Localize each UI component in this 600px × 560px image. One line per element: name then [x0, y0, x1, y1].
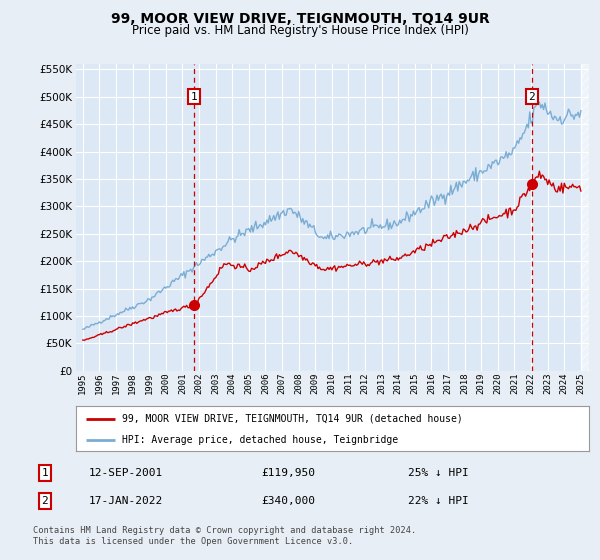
- Text: 99, MOOR VIEW DRIVE, TEIGNMOUTH, TQ14 9UR (detached house): 99, MOOR VIEW DRIVE, TEIGNMOUTH, TQ14 9U…: [122, 413, 463, 423]
- Text: Price paid vs. HM Land Registry's House Price Index (HPI): Price paid vs. HM Land Registry's House …: [131, 24, 469, 36]
- Text: £340,000: £340,000: [261, 496, 315, 506]
- Text: 2: 2: [529, 92, 535, 102]
- Text: 22% ↓ HPI: 22% ↓ HPI: [407, 496, 469, 506]
- Text: 17-JAN-2022: 17-JAN-2022: [89, 496, 163, 506]
- Text: 1: 1: [191, 92, 197, 102]
- Text: 25% ↓ HPI: 25% ↓ HPI: [407, 468, 469, 478]
- Text: 12-SEP-2001: 12-SEP-2001: [89, 468, 163, 478]
- Text: 2: 2: [41, 496, 49, 506]
- Text: 99, MOOR VIEW DRIVE, TEIGNMOUTH, TQ14 9UR: 99, MOOR VIEW DRIVE, TEIGNMOUTH, TQ14 9U…: [110, 12, 490, 26]
- Text: 1: 1: [41, 468, 49, 478]
- Text: HPI: Average price, detached house, Teignbridge: HPI: Average price, detached house, Teig…: [122, 435, 398, 445]
- Text: Contains HM Land Registry data © Crown copyright and database right 2024.
This d: Contains HM Land Registry data © Crown c…: [33, 526, 416, 546]
- Text: £119,950: £119,950: [261, 468, 315, 478]
